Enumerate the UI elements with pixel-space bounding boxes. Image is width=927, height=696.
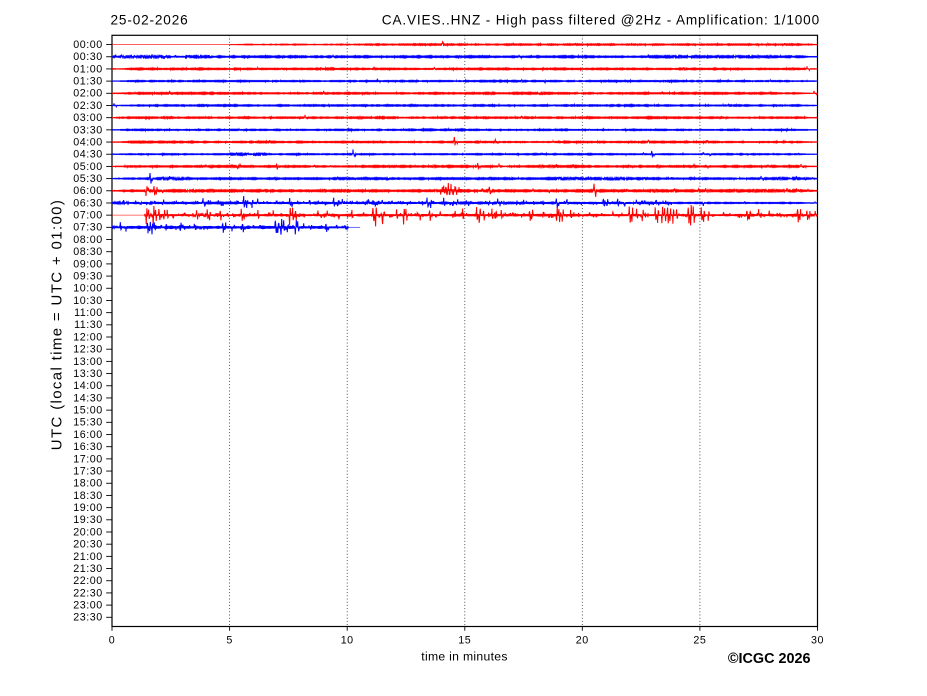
svg-text:time in minutes: time in minutes bbox=[421, 650, 507, 664]
svg-text:10:30: 10:30 bbox=[73, 295, 103, 307]
svg-text:16:00: 16:00 bbox=[73, 429, 103, 441]
svg-text:18:00: 18:00 bbox=[73, 478, 103, 490]
svg-text:19:30: 19:30 bbox=[73, 514, 103, 526]
svg-text:12:00: 12:00 bbox=[73, 331, 103, 343]
svg-text:19:00: 19:00 bbox=[73, 502, 103, 514]
svg-text:00:00: 00:00 bbox=[73, 39, 103, 51]
svg-text:06:00: 06:00 bbox=[73, 185, 103, 197]
svg-text:20:00: 20:00 bbox=[73, 526, 103, 538]
svg-text:22:00: 22:00 bbox=[73, 575, 103, 587]
svg-text:09:30: 09:30 bbox=[73, 270, 103, 282]
svg-text:09:00: 09:00 bbox=[73, 258, 103, 270]
svg-text:17:30: 17:30 bbox=[73, 465, 103, 477]
svg-text:11:30: 11:30 bbox=[74, 319, 103, 331]
svg-text:20:30: 20:30 bbox=[73, 539, 103, 551]
svg-text:23:30: 23:30 bbox=[73, 612, 103, 624]
svg-text:02:30: 02:30 bbox=[73, 100, 103, 112]
svg-text:0: 0 bbox=[109, 635, 116, 647]
svg-text:14:30: 14:30 bbox=[73, 392, 103, 404]
svg-text:08:00: 08:00 bbox=[73, 234, 103, 246]
svg-text:05:00: 05:00 bbox=[73, 161, 103, 173]
svg-text:21:00: 21:00 bbox=[73, 551, 103, 563]
svg-text:25: 25 bbox=[693, 635, 706, 647]
svg-text:04:30: 04:30 bbox=[73, 149, 103, 161]
svg-text:25-02-2026: 25-02-2026 bbox=[111, 12, 189, 27]
svg-text:CA.VIES..HNZ - High pass filte: CA.VIES..HNZ - High pass filtered @2Hz -… bbox=[382, 12, 820, 27]
svg-text:30: 30 bbox=[811, 635, 824, 647]
svg-text:23:00: 23:00 bbox=[73, 600, 103, 612]
svg-text:11:00: 11:00 bbox=[74, 307, 103, 319]
svg-text:13:00: 13:00 bbox=[73, 356, 103, 368]
svg-text:08:30: 08:30 bbox=[73, 246, 103, 258]
svg-text:16:30: 16:30 bbox=[73, 441, 103, 453]
svg-text:15: 15 bbox=[458, 635, 471, 647]
svg-text:07:00: 07:00 bbox=[73, 210, 103, 222]
svg-text:01:00: 01:00 bbox=[73, 63, 103, 75]
svg-text:22:30: 22:30 bbox=[73, 587, 103, 599]
svg-text:12:30: 12:30 bbox=[73, 344, 103, 356]
svg-text:13:30: 13:30 bbox=[73, 368, 103, 380]
svg-text:06:30: 06:30 bbox=[73, 197, 103, 209]
svg-text:02:00: 02:00 bbox=[73, 88, 103, 100]
svg-text:03:30: 03:30 bbox=[73, 124, 103, 136]
svg-text:18:30: 18:30 bbox=[73, 490, 103, 502]
svg-text:10:00: 10:00 bbox=[73, 283, 103, 295]
svg-text:10: 10 bbox=[341, 635, 354, 647]
svg-text:03:00: 03:00 bbox=[73, 112, 103, 124]
svg-text:5: 5 bbox=[226, 635, 233, 647]
svg-text:04:00: 04:00 bbox=[73, 136, 103, 148]
svg-text:01:30: 01:30 bbox=[73, 76, 103, 88]
svg-text:UTC (local time = UTC + 01:00): UTC (local time = UTC + 01:00) bbox=[49, 199, 66, 450]
svg-text:15:30: 15:30 bbox=[73, 417, 103, 429]
svg-text:07:30: 07:30 bbox=[73, 222, 103, 234]
svg-text:14:00: 14:00 bbox=[73, 380, 103, 392]
svg-text:00:30: 00:30 bbox=[73, 51, 103, 63]
svg-text:21:30: 21:30 bbox=[73, 563, 103, 575]
svg-text:15:00: 15:00 bbox=[73, 405, 103, 417]
svg-text:©ICGC 2026: ©ICGC 2026 bbox=[728, 651, 811, 667]
svg-text:05:30: 05:30 bbox=[73, 173, 103, 185]
svg-text:17:00: 17:00 bbox=[73, 453, 103, 465]
svg-text:20: 20 bbox=[576, 635, 589, 647]
